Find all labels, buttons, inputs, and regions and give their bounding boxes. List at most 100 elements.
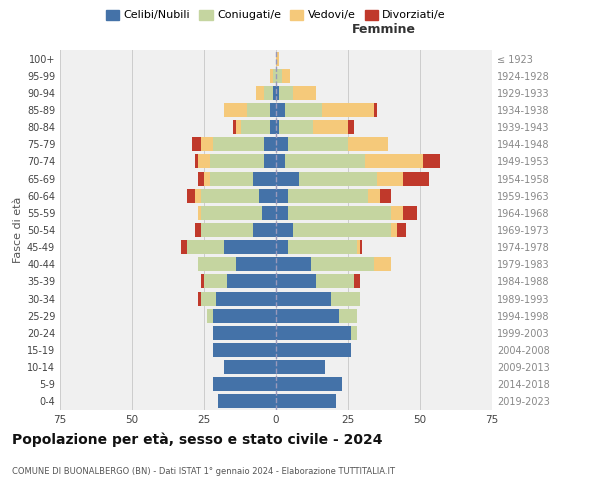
Bar: [348, 138, 388, 151]
Bar: [276, 378, 342, 392]
Bar: [270, 68, 273, 82]
Bar: [253, 172, 276, 185]
Bar: [247, 103, 270, 117]
Bar: [198, 172, 204, 185]
Bar: [276, 240, 287, 254]
Bar: [365, 154, 423, 168]
Bar: [204, 172, 210, 185]
Bar: [270, 103, 276, 117]
Bar: [181, 240, 187, 254]
Bar: [265, 154, 276, 168]
Bar: [212, 308, 276, 322]
Bar: [276, 274, 316, 288]
Bar: [380, 188, 391, 202]
Bar: [201, 138, 212, 151]
Bar: [215, 292, 276, 306]
Bar: [187, 188, 196, 202]
Bar: [348, 120, 354, 134]
Bar: [282, 68, 290, 82]
Bar: [403, 172, 428, 185]
Bar: [276, 86, 279, 100]
Bar: [276, 343, 351, 357]
Bar: [265, 86, 273, 100]
Bar: [224, 103, 247, 117]
Bar: [210, 172, 253, 185]
Bar: [224, 240, 276, 254]
Text: Femmine: Femmine: [352, 22, 416, 36]
Bar: [276, 52, 279, 66]
Bar: [196, 154, 198, 168]
Bar: [284, 154, 365, 168]
Bar: [293, 86, 316, 100]
Bar: [276, 308, 340, 322]
Bar: [201, 274, 204, 288]
Bar: [391, 223, 397, 237]
Bar: [356, 240, 359, 254]
Bar: [236, 258, 276, 272]
Bar: [207, 308, 212, 322]
Bar: [187, 240, 224, 254]
Bar: [196, 223, 201, 237]
Bar: [377, 172, 403, 185]
Y-axis label: Anni di nascita: Anni di nascita: [598, 188, 600, 271]
Bar: [198, 258, 236, 272]
Bar: [256, 86, 265, 100]
Bar: [201, 206, 262, 220]
Bar: [196, 188, 201, 202]
Bar: [233, 120, 236, 134]
Bar: [204, 274, 227, 288]
Bar: [287, 188, 368, 202]
Bar: [287, 240, 356, 254]
Bar: [227, 274, 276, 288]
Bar: [276, 120, 279, 134]
Bar: [374, 258, 391, 272]
Text: COMUNE DI BUONALBERGO (BN) - Dati ISTAT 1° gennaio 2024 - Elaborazione TUTTITALI: COMUNE DI BUONALBERGO (BN) - Dati ISTAT …: [12, 468, 395, 476]
Bar: [241, 120, 270, 134]
Bar: [279, 120, 313, 134]
Bar: [253, 223, 276, 237]
Bar: [423, 154, 440, 168]
Bar: [354, 274, 359, 288]
Bar: [212, 378, 276, 392]
Bar: [397, 223, 406, 237]
Bar: [276, 138, 287, 151]
Bar: [273, 68, 276, 82]
Bar: [311, 258, 374, 272]
Bar: [276, 223, 293, 237]
Bar: [212, 326, 276, 340]
Bar: [193, 138, 201, 151]
Bar: [368, 188, 380, 202]
Legend: Celibi/Nubili, Coniugati/e, Vedovi/e, Divorziati/e: Celibi/Nubili, Coniugati/e, Vedovi/e, Di…: [101, 5, 451, 25]
Bar: [299, 172, 377, 185]
Text: Popolazione per età, sesso e stato civile - 2024: Popolazione per età, sesso e stato civil…: [12, 432, 383, 447]
Bar: [276, 154, 284, 168]
Bar: [276, 360, 325, 374]
Bar: [198, 154, 210, 168]
Bar: [259, 188, 276, 202]
Bar: [276, 326, 351, 340]
Bar: [359, 240, 362, 254]
Y-axis label: Fasce di età: Fasce di età: [13, 197, 23, 263]
Bar: [273, 86, 276, 100]
Bar: [262, 206, 276, 220]
Bar: [265, 138, 276, 151]
Bar: [210, 154, 265, 168]
Bar: [331, 292, 359, 306]
Bar: [276, 103, 284, 117]
Bar: [201, 292, 215, 306]
Bar: [340, 308, 356, 322]
Bar: [287, 206, 391, 220]
Bar: [236, 120, 241, 134]
Bar: [284, 103, 322, 117]
Bar: [313, 120, 348, 134]
Bar: [276, 258, 311, 272]
Bar: [374, 103, 377, 117]
Bar: [276, 68, 282, 82]
Bar: [276, 292, 331, 306]
Bar: [198, 292, 201, 306]
Bar: [224, 360, 276, 374]
Bar: [293, 223, 391, 237]
Bar: [212, 343, 276, 357]
Bar: [270, 120, 276, 134]
Bar: [276, 394, 337, 408]
